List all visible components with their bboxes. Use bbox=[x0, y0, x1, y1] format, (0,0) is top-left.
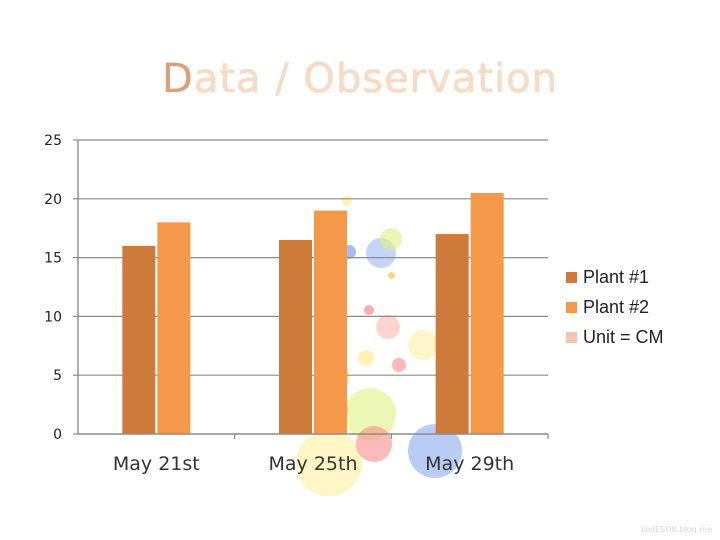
legend-item-plant-2: Plant #2 bbox=[566, 292, 664, 322]
decorative-bubble bbox=[342, 196, 352, 206]
bar-2-2 bbox=[314, 210, 347, 434]
y-tick-label: 5 bbox=[53, 368, 62, 384]
bars bbox=[122, 192, 504, 434]
decorative-bubble bbox=[358, 350, 374, 366]
decorative-bubble bbox=[364, 305, 374, 315]
bar-1-3 bbox=[435, 234, 469, 434]
y-tick-label: 20 bbox=[44, 192, 62, 208]
x-tick-label: May 29th bbox=[425, 453, 514, 475]
legend-swatch-unit bbox=[566, 331, 577, 343]
y-tick-label: 15 bbox=[44, 251, 62, 267]
chart-legend: Plant #1 Plant #2 Unit = CM bbox=[566, 262, 664, 352]
decorative-bubble bbox=[388, 272, 395, 279]
legend-label: Plant #1 bbox=[583, 266, 650, 287]
x-tick-label: May 21st bbox=[113, 453, 200, 475]
decorative-bubble bbox=[408, 330, 438, 360]
slide-title: Data / Observation bbox=[162, 56, 558, 102]
bar-2-1 bbox=[157, 222, 191, 434]
x-tick-label: May 25th bbox=[269, 453, 358, 475]
axes bbox=[73, 139, 549, 439]
y-tick-label: 0 bbox=[53, 427, 62, 443]
bar-2-3 bbox=[470, 192, 504, 434]
decorative-bubble bbox=[380, 228, 402, 250]
y-tick-label: 25 bbox=[44, 133, 62, 149]
watermark: slidESOlt.blog.me bbox=[641, 525, 712, 534]
legend-swatch-plant-2 bbox=[566, 301, 577, 313]
gridlines bbox=[78, 139, 548, 376]
decorative-bubble bbox=[392, 358, 406, 372]
decorative-bubble bbox=[376, 315, 400, 339]
legend-item-unit: Unit = CM bbox=[566, 322, 664, 352]
tick-labels: 0 5 10 15 20 25 May 21st May 25th May 29th bbox=[44, 133, 514, 475]
decorative-bubble bbox=[356, 426, 392, 462]
legend-label: Plant #2 bbox=[583, 296, 650, 317]
legend-item-plant-1: Plant #1 bbox=[566, 262, 664, 292]
legend-swatch-plant-1 bbox=[566, 271, 577, 283]
legend-label: Unit = CM bbox=[583, 326, 664, 347]
bar-1-1 bbox=[122, 245, 156, 434]
decorative-bubble bbox=[296, 430, 362, 496]
y-tick-label: 10 bbox=[44, 309, 62, 325]
bar-1-2 bbox=[279, 239, 312, 434]
